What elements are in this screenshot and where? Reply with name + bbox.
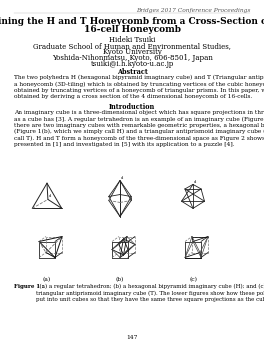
Text: Graduate School of Human and Environmental Studies,: Graduate School of Human and Environment… (33, 42, 231, 50)
Text: d: d (49, 194, 51, 198)
Text: Yoshida-Nihonmatsu, Kyoto, 606-8501, Japan: Yoshida-Nihonmatsu, Kyoto, 606-8501, Jap… (51, 54, 213, 62)
Text: Hideki Tsuiki: Hideki Tsuiki (109, 36, 155, 44)
Text: 16-cell Honeycomb: 16-cell Honeycomb (83, 25, 181, 34)
Text: Obtaining the H and T Honeycomb from a Cross-Section of the: Obtaining the H and T Honeycomb from a C… (0, 17, 264, 26)
Text: (a): (a) (43, 277, 51, 282)
Text: 147: 147 (126, 335, 138, 340)
Text: d: d (194, 180, 196, 184)
Text: Bridges 2017 Conference Proceedings: Bridges 2017 Conference Proceedings (136, 8, 250, 13)
Text: tsuiki@i.h.kyoto-u.ac.jp: tsuiki@i.h.kyoto-u.ac.jp (90, 60, 174, 68)
Text: The two polyhedra H (hexagonal bipyramid imaginary cube) and T (Triangular antip: The two polyhedra H (hexagonal bipyramid… (14, 75, 264, 99)
Text: Abstract: Abstract (117, 68, 147, 76)
Text: (b): (b) (116, 277, 124, 282)
Text: Figure 1 :: Figure 1 : (14, 284, 44, 289)
Text: Kyoto University: Kyoto University (102, 48, 162, 56)
Text: (a) a regular tetrahedron; (b) a hexagonal bipyramid imaginary cube (H); and (c): (a) a regular tetrahedron; (b) a hexagon… (36, 284, 264, 302)
Text: An imaginary cube is a three-dimensional object which has square projections in : An imaginary cube is a three-dimensional… (14, 110, 264, 147)
Text: Introduction: Introduction (109, 103, 155, 111)
Text: (c): (c) (189, 277, 197, 282)
Text: d: d (121, 176, 123, 180)
